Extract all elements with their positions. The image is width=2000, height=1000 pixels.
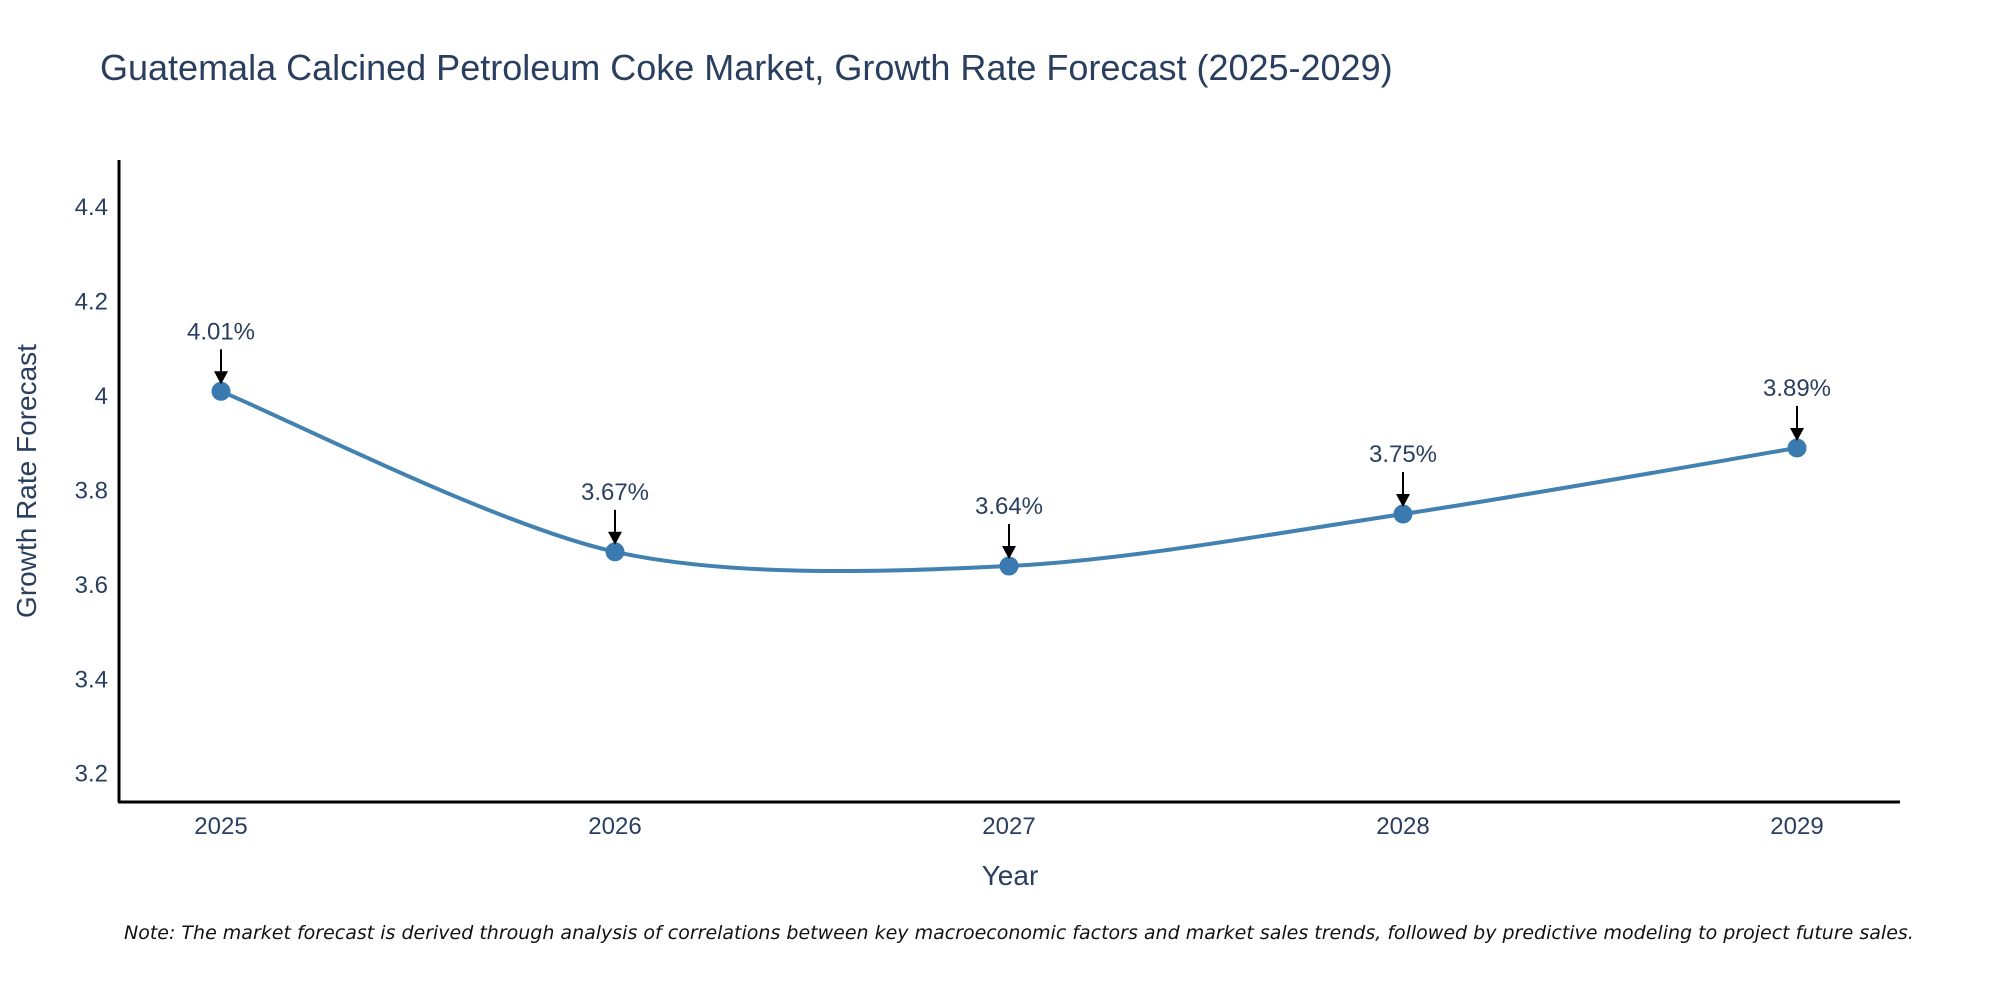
- data-label-2027: 3.64%: [975, 493, 1043, 520]
- data-point-2029[interactable]: [1787, 438, 1807, 458]
- x-axis-ticks: 2025 2026 2027 2028 2029: [194, 813, 1823, 840]
- x-tick-label: 2026: [588, 813, 641, 840]
- y-axis-title: Growth Rate Forecast: [11, 344, 42, 618]
- y-tick-label: 3.8: [75, 477, 108, 504]
- chart-note: Note: The market forecast is derived thr…: [124, 922, 1914, 944]
- chart-title: Guatemala Calcined Petroleum Coke Market…: [100, 47, 1393, 88]
- y-axis-ticks: 3.2 3.4 3.6 3.8 4 4.2 4.4: [75, 194, 108, 787]
- y-tick-label: 3.4: [75, 666, 108, 693]
- x-tick-label: 2028: [1376, 813, 1429, 840]
- x-axis-title: Year: [982, 860, 1039, 891]
- x-tick-label: 2025: [194, 813, 247, 840]
- y-tick-label: 4: [95, 383, 108, 410]
- data-point-2027[interactable]: [999, 556, 1019, 576]
- y-tick-label: 3.6: [75, 572, 108, 599]
- data-point-2028[interactable]: [1393, 504, 1413, 524]
- y-tick-label: 4.4: [75, 194, 108, 221]
- y-tick-label: 4.2: [75, 289, 108, 316]
- data-label-2025: 4.01%: [187, 318, 255, 345]
- data-point-2026[interactable]: [605, 542, 625, 562]
- data-point-2025[interactable]: [211, 381, 231, 401]
- annotation-arrow-head: [1396, 494, 1410, 508]
- x-tick-label: 2029: [1770, 813, 1823, 840]
- data-markers: [211, 381, 1807, 576]
- y-tick-label: 3.2: [75, 761, 108, 788]
- data-annotations: 4.01% 3.67% 3.64% 3.75% 3.89%: [187, 318, 1831, 559]
- data-label-2028: 3.75%: [1369, 441, 1437, 468]
- annotation-arrow-head: [608, 531, 622, 545]
- data-label-2026: 3.67%: [581, 479, 649, 506]
- annotation-arrow-head: [1002, 545, 1016, 559]
- data-label-2029: 3.89%: [1763, 375, 1831, 402]
- x-tick-label: 2027: [982, 813, 1035, 840]
- annotation-arrow-head: [214, 371, 228, 385]
- annotation-arrow-head: [1790, 427, 1804, 441]
